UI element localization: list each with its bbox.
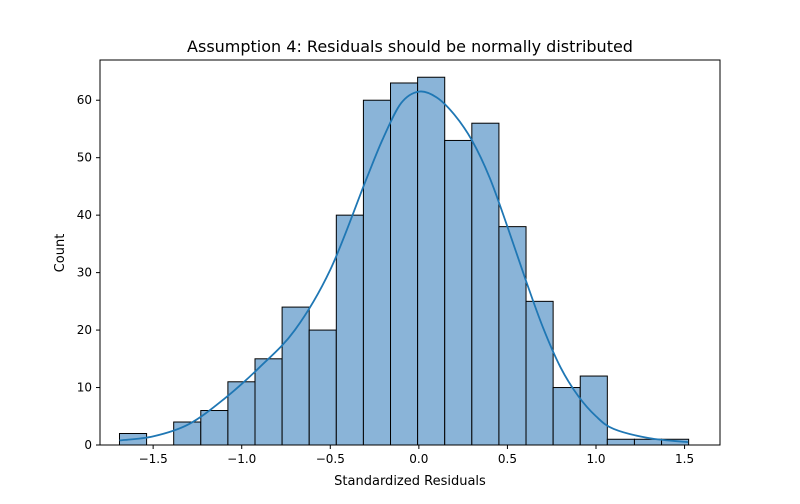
histogram-bar [606,438,635,446]
y-tick-label: 40 [77,208,92,222]
x-tick-label: 0.5 [498,452,517,466]
chart-title: Assumption 4: Residuals should be normal… [187,37,633,56]
histogram-bar [498,226,527,446]
y-tick-label: 0 [84,438,92,452]
histogram-bar [227,381,256,446]
x-axis-label: Standardized Residuals [334,474,486,489]
histogram-bar [417,76,446,446]
y-tick-label: 50 [77,151,92,165]
kde-line [119,90,689,444]
x-tick-label: −1.5 [139,452,168,466]
y-tick-label: 10 [77,381,92,395]
x-tick-label: 0.0 [409,452,428,466]
x-tick-label: −1.0 [227,452,256,466]
histogram-bar [444,139,473,446]
histogram-bar [471,122,500,446]
histogram-bar [525,300,554,446]
histogram-bar [308,329,337,446]
x-tick-label: 1.5 [675,452,694,466]
histogram-bar [335,214,364,446]
histogram-bar [390,82,419,446]
kde-group [119,90,689,444]
y-axis-label: Count [53,234,68,273]
x-tick-label: 1.0 [586,452,605,466]
x-tick-label: −0.5 [316,452,345,466]
y-tick-label: 30 [77,266,92,280]
bars-group [118,76,690,446]
histogram-bar [552,387,581,446]
y-tick-label: 60 [77,93,92,107]
histogram-bar [200,410,229,446]
y-tick-label: 20 [77,323,92,337]
histogram-bar [254,358,283,446]
histogram-bar [579,375,608,446]
y-axis-ticks: 0 10 20 30 40 50 60 [77,93,100,452]
plot-frame [99,59,721,446]
x-axis-ticks: −1.5 −1.0 −0.5 0.0 0.5 1.0 1.5 [139,445,694,466]
